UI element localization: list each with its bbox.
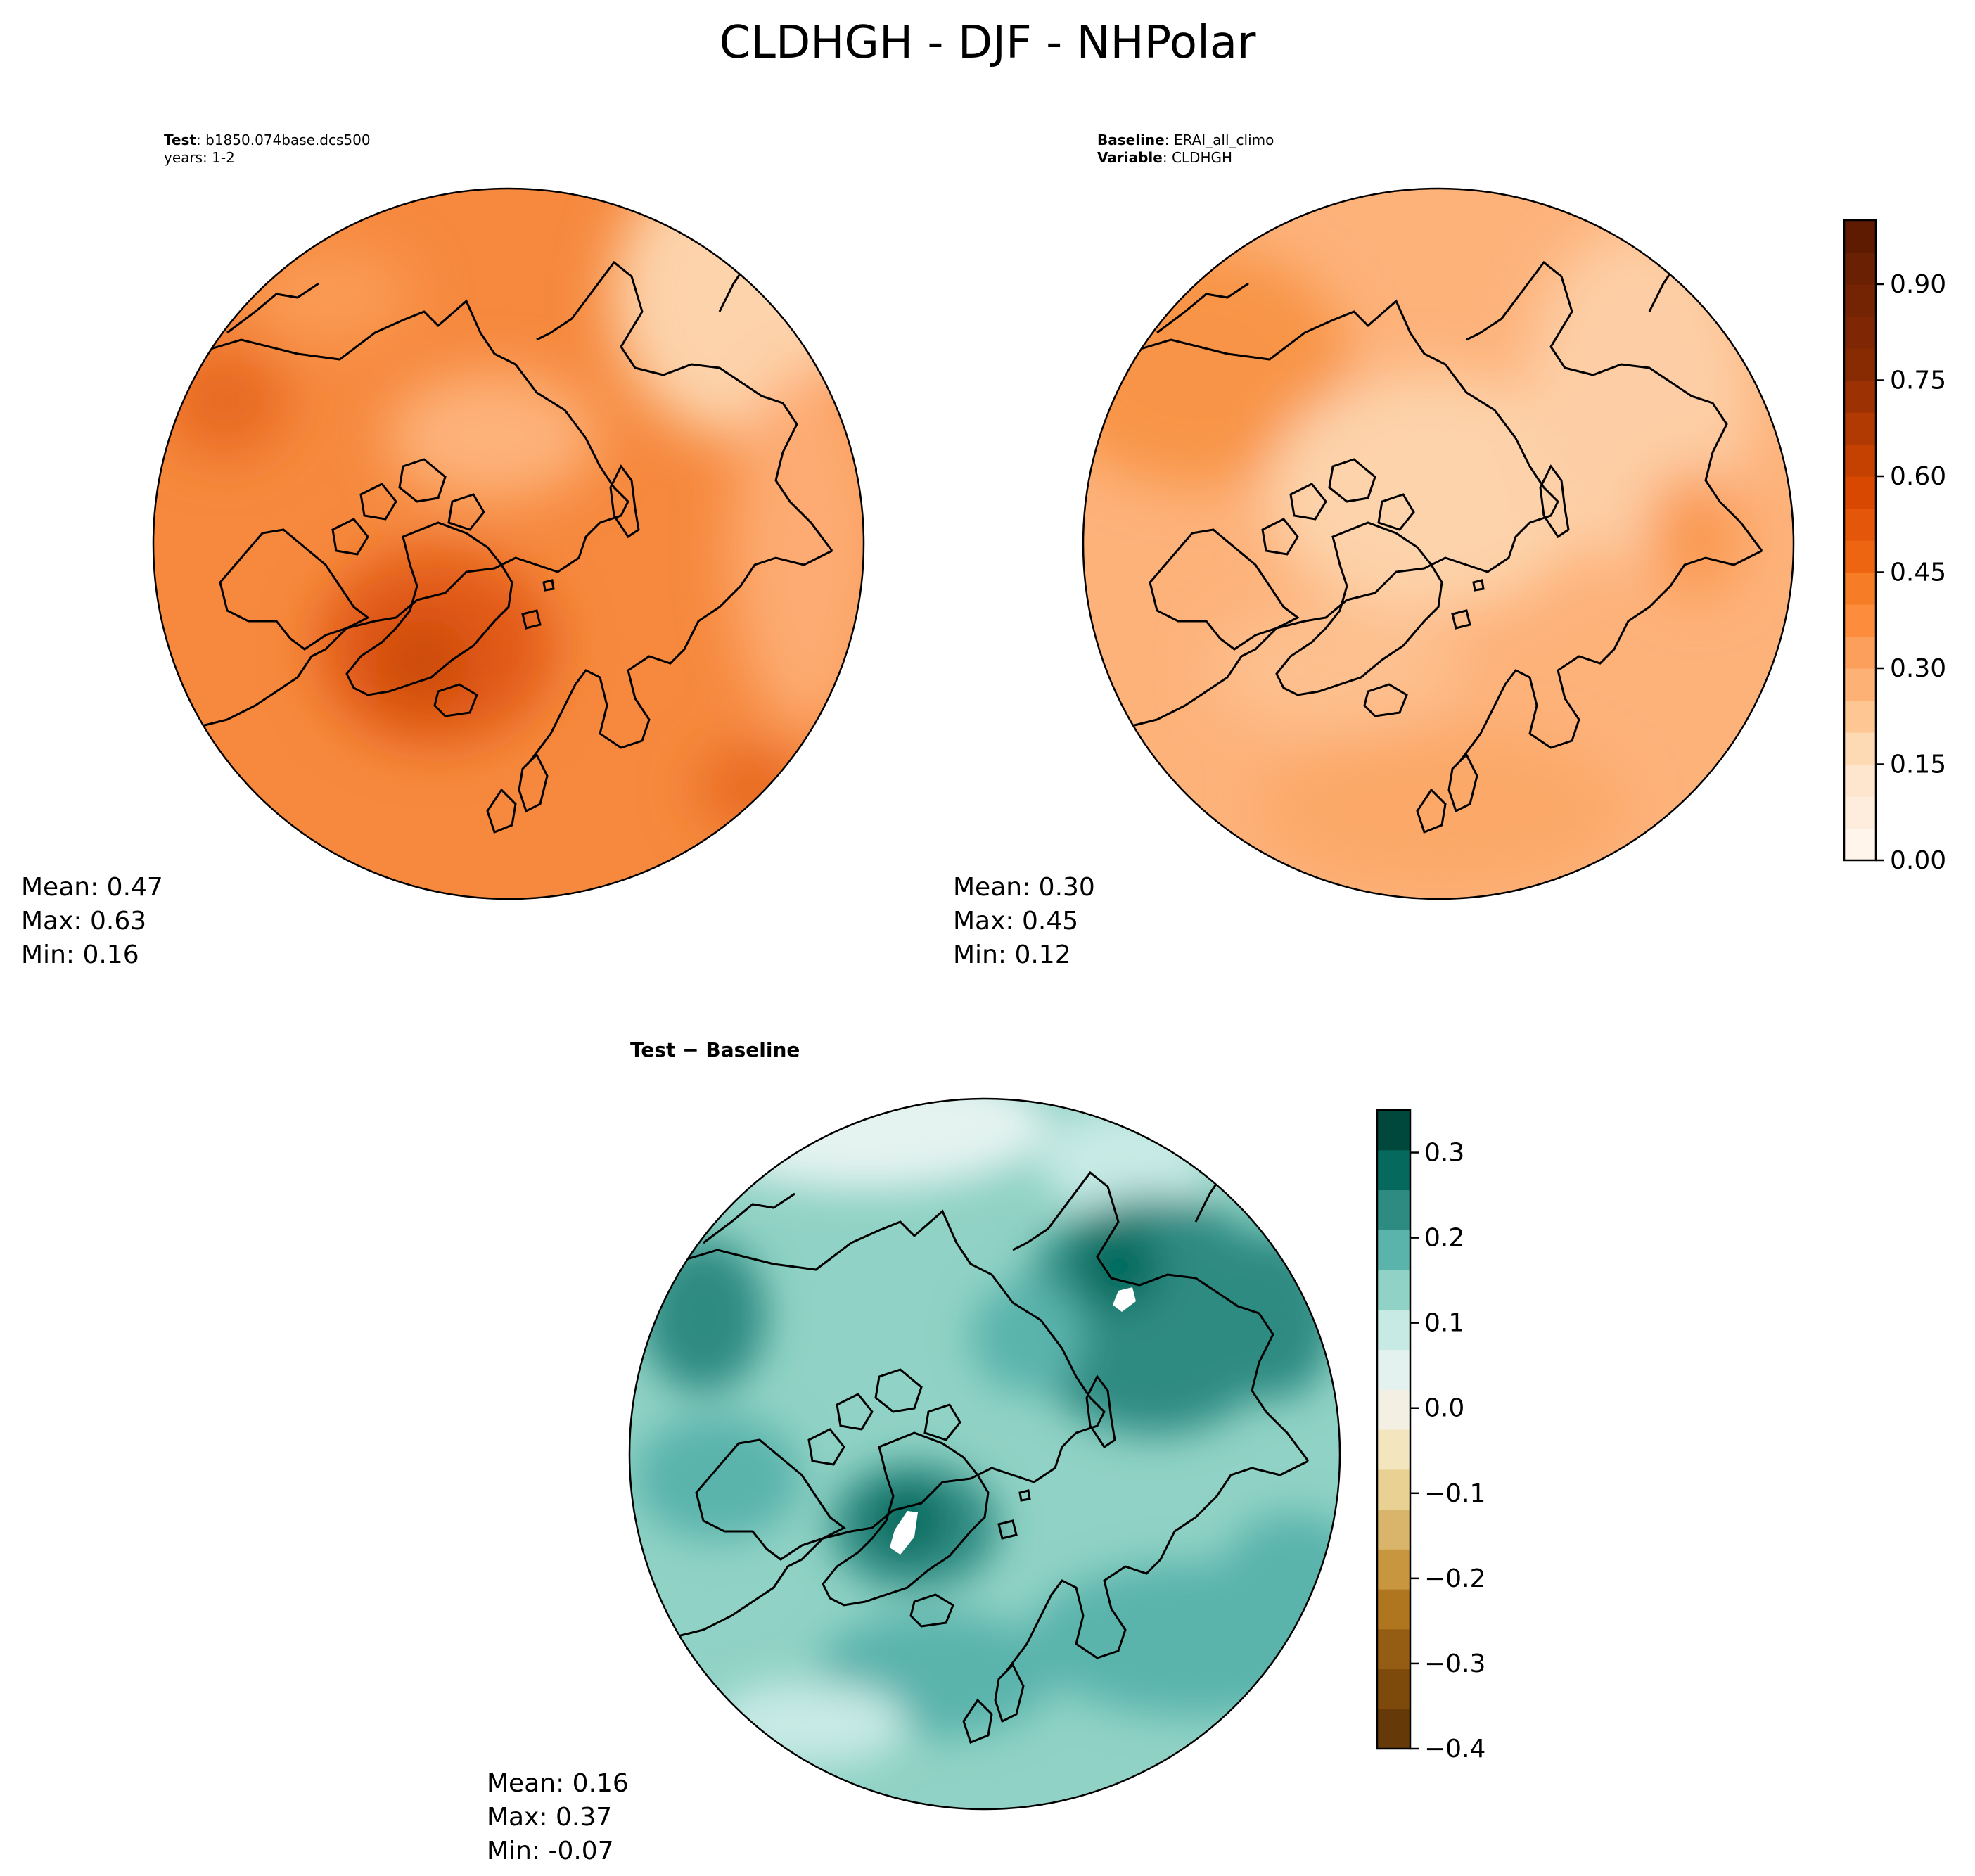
variable-label-value: CLDHGH [1172,149,1232,166]
colorbar-brbg-swatch [1377,1270,1410,1310]
colorbar-oranges-swatch [1844,252,1876,285]
svg-text:Variable: CLDHGH: Variable: CLDHGH [1097,149,1232,166]
baseline-label-value: ERAI_all_climo [1174,132,1274,148]
colorbar-brbg-swatch [1377,1509,1410,1550]
colorbar-oranges-swatch [1844,732,1876,765]
colorbar-brbg-swatch [1377,1668,1410,1709]
colorbar-oranges-tick-label: 0.45 [1890,559,1946,587]
colorbar-oranges-swatch [1844,380,1876,413]
baseline-stat-max: Max: 0.45 [953,907,1078,936]
colorbar-oranges-swatch [1844,668,1876,701]
colorbar-oranges-tick-label: 0.75 [1890,366,1946,395]
variable-label-key: Variable [1097,149,1163,166]
colorbar-brbg-swatch [1377,1230,1410,1270]
colorbar-oranges-swatch [1844,444,1876,477]
test-label-key: Test [164,132,196,148]
colorbar-brbg-tick-label: 0.3 [1424,1139,1464,1168]
colorbar-oranges-frame [1843,219,1877,862]
colorbar-brbg-swatch [1377,1469,1410,1510]
test-label-value: b1850.074base.dcs500 [205,132,370,148]
colorbar-brbg-swatch [1377,1709,1410,1749]
colorbar-brbg: −0.4 −0.3 −0.2 −0.1 0.0 0.1 0.2 0.3 [1376,1109,1485,1763]
colorbar-oranges-swatch [1844,700,1876,733]
test-map [153,189,864,899]
colorbar-brbg-swatch [1377,1309,1410,1351]
panel-difference: Test − Baseline [487,1038,1485,1865]
baseline-stat-mean: Mean: 0.30 [953,873,1095,902]
colorbar-brbg-tick-label: −0.3 [1424,1650,1485,1678]
colorbar-brbg-swatch [1377,1110,1410,1151]
colorbar-oranges-swatch [1844,284,1876,317]
colorbar-brbg-frame [1376,1109,1412,1750]
colorbar-oranges-tick-label: 0.00 [1890,846,1946,875]
baseline-map-border [1082,187,1795,900]
colorbar-oranges: 0.00 0.15 0.30 0.45 0.60 0.75 0.90 [1843,219,1946,875]
colorbar-oranges-swatch [1844,348,1876,381]
colorbar-oranges-swatch [1844,412,1876,445]
colorbar-oranges-swatch [1844,572,1876,605]
difference-stat-min: Min: -0.07 [487,1837,614,1865]
colorbar-oranges-swatch [1844,796,1876,829]
test-years-label: years: 1-2 [164,149,235,166]
colorbar-brbg-tick-label: 0.0 [1424,1394,1464,1423]
colorbar-oranges-tick-label: 0.90 [1890,270,1946,299]
test-stat-mean: Mean: 0.47 [21,873,163,902]
colorbar-brbg-swatch [1377,1389,1410,1430]
difference-stat-mean: Mean: 0.16 [487,1769,629,1798]
svg-text:Baseline: ERAI_all_climo: Baseline: ERAI_all_climo [1097,132,1274,148]
colorbar-oranges-swatch [1844,764,1876,797]
test-stat-min: Min: 0.16 [21,940,139,969]
figure-title: CLDHGH - DJF - NHPolar [720,17,1256,69]
difference-label: Test − Baseline [630,1038,800,1061]
colorbar-brbg-tick-label: −0.1 [1424,1479,1485,1508]
colorbar-brbg-swatch [1377,1628,1410,1670]
colorbar-oranges-swatch [1844,220,1876,253]
colorbar-oranges-swatch [1844,604,1876,637]
colorbar-brbg-swatch [1377,1549,1410,1590]
colorbar-brbg-swatch [1377,1429,1410,1470]
difference-map [629,1099,1340,1809]
colorbar-oranges-swatch [1844,828,1876,861]
colorbar-brbg-tick-label: −0.4 [1424,1735,1485,1763]
svg-text:Test: b1850.074base.dcs500: Test: b1850.074base.dcs500 [164,132,371,148]
colorbar-oranges-swatch [1844,476,1876,509]
colorbar-oranges-tick-label: 0.30 [1890,654,1946,683]
colorbar-oranges-swatch [1844,316,1876,349]
colorbar-brbg-swatch [1377,1349,1410,1390]
colorbar-oranges-swatch [1844,508,1876,541]
colorbar-brbg-swatch [1377,1189,1410,1230]
baseline-stat-min: Min: 0.12 [953,940,1071,969]
colorbar-brbg-tick-label: 0.2 [1424,1224,1464,1253]
colorbar-brbg-swatch [1377,1589,1410,1630]
colorbar-oranges-tick-label: 0.15 [1890,751,1946,779]
colorbar-oranges-tick-label: 0.60 [1890,462,1946,491]
colorbar-oranges-swatch [1844,540,1876,573]
baseline-label-key: Baseline [1097,132,1165,148]
difference-map-border [628,1097,1341,1811]
colorbar-brbg-swatch [1377,1149,1410,1191]
panel-baseline: Baseline: ERAI_all_climo Variable: CLDHG… [953,132,1946,969]
colorbar-oranges-swatch [1844,636,1876,669]
test-map-border [152,187,865,900]
panel-test: Test: b1850.074base.dcs500 years: 1-2 Me… [21,132,865,969]
colorbar-brbg-tick-label: 0.1 [1424,1309,1464,1338]
colorbar-brbg-tick-label: −0.2 [1424,1564,1485,1593]
test-stat-max: Max: 0.63 [21,907,146,936]
difference-stat-max: Max: 0.37 [487,1803,612,1832]
baseline-map [1083,189,1794,899]
